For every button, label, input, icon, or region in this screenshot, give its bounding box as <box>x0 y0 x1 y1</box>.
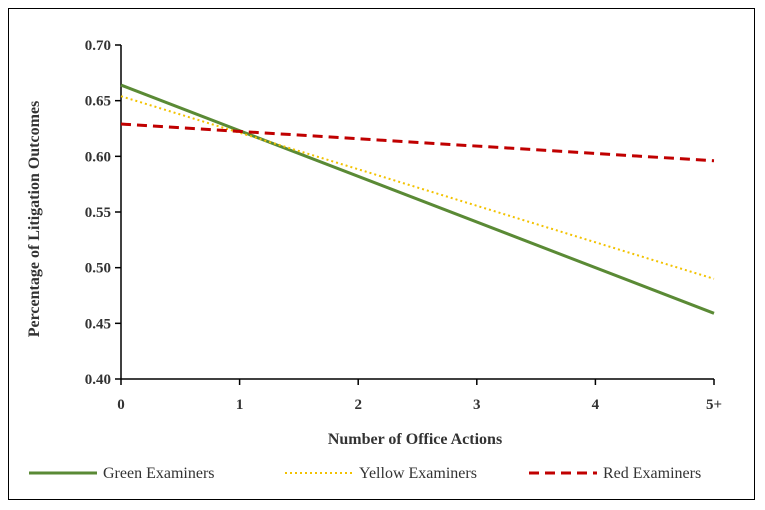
x-tick-label: 5+ <box>706 397 722 413</box>
series-line-red-examiners <box>120 122 715 163</box>
x-tick-label: 4 <box>592 397 600 413</box>
y-tick-label: 0.70 <box>85 38 111 54</box>
series-line-yellow-examiners <box>120 95 715 280</box>
y-axis-title: Percentage of Litigation Outcomes <box>26 101 43 338</box>
y-tick-label: 0.60 <box>85 149 111 165</box>
x-axis-title: Number of Office Actions <box>328 431 502 448</box>
chart-frame: 0.40 0.45 0.50 0.55 0.60 0.65 0.70 0 1 2 3 4 5+ Perc… <box>8 8 755 500</box>
x-tick-label: 3 <box>473 397 481 413</box>
legend-label: Green Examiners <box>103 465 215 482</box>
legend-label: Red Examiners <box>603 465 701 482</box>
series-line-green-examiners <box>120 83 715 315</box>
axes: 0.40 0.45 0.50 0.55 0.60 0.65 0.70 0 1 2 3 4 5+ <box>85 38 722 413</box>
legend: Green Examiners Yellow Examiners Red Exami… <box>29 465 701 482</box>
y-tick-label: 0.40 <box>85 372 111 388</box>
y-tick-label: 0.50 <box>85 261 111 277</box>
y-tick-label: 0.65 <box>85 94 111 110</box>
line-chart: 0.40 0.45 0.50 0.55 0.60 0.65 0.70 0 1 2 3 4 5+ Perc… <box>26 38 722 482</box>
x-tick-label: 2 <box>354 397 362 413</box>
series-lines <box>120 83 715 315</box>
y-tick-label: 0.55 <box>85 205 111 221</box>
x-tick-label: 1 <box>236 397 244 413</box>
x-tick-label: 0 <box>117 397 125 413</box>
y-tick-label: 0.45 <box>85 316 111 332</box>
legend-label: Yellow Examiners <box>359 465 477 482</box>
